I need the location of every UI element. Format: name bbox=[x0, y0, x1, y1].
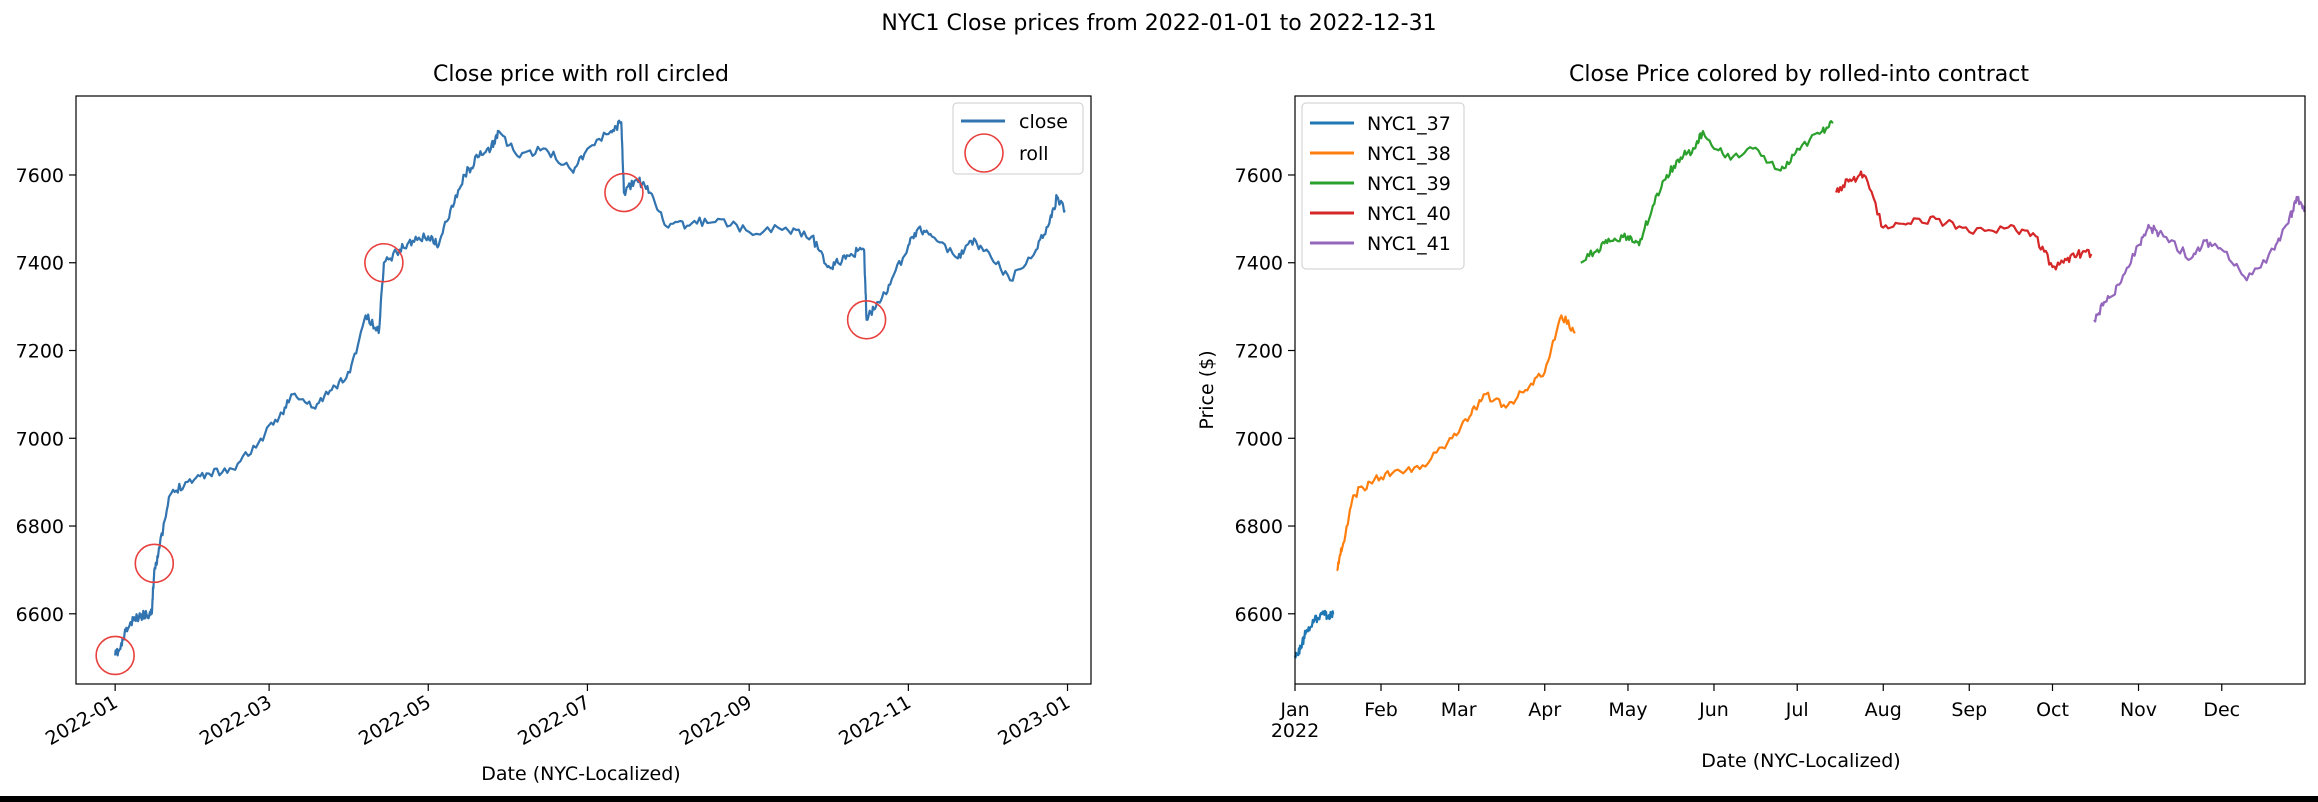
right-x-tick-label: Mar bbox=[1441, 699, 1477, 721]
right-x-axis-label: Date (NYC-Localized) bbox=[1701, 750, 1900, 772]
right-x-tick-label: Jul bbox=[1785, 699, 1809, 721]
right-series-group bbox=[1293, 120, 2306, 659]
right-x-tick-label: Nov bbox=[2120, 699, 2157, 721]
right-y-tick-label: 7000 bbox=[1235, 428, 1283, 450]
right-legend: NYC1_37 NYC1_38 NYC1_39 NYC1_40 NYC1_41 bbox=[1301, 102, 1465, 270]
left-x-tick-label: 2022-09 bbox=[676, 691, 756, 750]
right-y-axis-label: Price ($) bbox=[1196, 350, 1218, 429]
right-x-tick-label: Jun bbox=[1698, 699, 1729, 721]
left-series-close bbox=[114, 119, 1066, 657]
right-y-tick-label: 7200 bbox=[1235, 341, 1283, 363]
left-y-tick-label: 7000 bbox=[16, 428, 64, 450]
right-chart: Close Price colored by rolled-into contr… bbox=[1196, 62, 2306, 772]
left-x-ticks: 2022-01 2022-03 2022-05 2022-07 2022-09 2022-… bbox=[42, 684, 1074, 750]
right-x-tick-label: Sep bbox=[1951, 699, 1987, 721]
left-x-tick-label: 2022-11 bbox=[835, 691, 915, 750]
legend-roll-label: roll bbox=[1019, 143, 1049, 165]
left-x-tick-label: 2022-03 bbox=[196, 691, 276, 750]
left-y-tick-label: 6800 bbox=[16, 516, 64, 538]
figure-suptitle: NYC1 Close prices from 2022-01-01 to 202… bbox=[881, 11, 1436, 36]
roll-marker bbox=[364, 242, 404, 283]
legend-roll-swatch bbox=[964, 133, 1004, 173]
right-legend-box bbox=[1301, 102, 1465, 270]
left-x-tick-label: 2022-01 bbox=[42, 691, 122, 750]
roll-marker bbox=[846, 299, 887, 340]
left-plot-frame bbox=[75, 95, 1092, 685]
roll-marker bbox=[95, 635, 135, 676]
right-x-year-label: 2022 bbox=[1271, 720, 1319, 742]
right-x-tick-label: May bbox=[1608, 699, 1647, 721]
left-y-tick-label: 6600 bbox=[16, 604, 64, 626]
left-chart: Close price with roll circled 2022-01 202… bbox=[16, 62, 1092, 785]
left-legend: close roll bbox=[952, 102, 1084, 175]
legend-label-NYC1_38: NYC1_38 bbox=[1367, 143, 1451, 165]
legend-label-NYC1_41: NYC1_41 bbox=[1367, 233, 1451, 255]
right-x-tick-label: Jan bbox=[1279, 699, 1309, 721]
right-legend-items: NYC1_37 NYC1_38 NYC1_39 NYC1_40 NYC1_41 bbox=[1310, 113, 1451, 255]
right-x-tick-label: Aug bbox=[1865, 699, 1902, 721]
legend-label-NYC1_40: NYC1_40 bbox=[1367, 203, 1451, 225]
left-y-tick-label: 7200 bbox=[16, 341, 64, 363]
left-x-tick-label: 2022-07 bbox=[514, 691, 594, 750]
roll-marker bbox=[604, 172, 644, 213]
right-x-tick-label: Dec bbox=[2203, 699, 2240, 721]
right-y-tick-label: 7600 bbox=[1235, 165, 1283, 187]
right-y-tick-label: 6600 bbox=[1235, 604, 1283, 626]
left-chart-title: Close price with roll circled bbox=[433, 62, 729, 87]
right-x-tick-label: Feb bbox=[1364, 699, 1398, 721]
right-series-NYC1_38 bbox=[1336, 314, 1576, 572]
legend-label-NYC1_39: NYC1_39 bbox=[1367, 173, 1451, 195]
right-series-NYC1_40 bbox=[1835, 170, 2093, 271]
bottom-border bbox=[0, 796, 2318, 802]
right-series-NYC1_41 bbox=[2093, 195, 2306, 323]
left-x-tick-label: 2022-05 bbox=[355, 691, 435, 750]
left-x-axis-label: Date (NYC-Localized) bbox=[481, 763, 680, 785]
right-x-tick-label: Apr bbox=[1528, 699, 1561, 721]
left-x-tick-label: 2023-01 bbox=[994, 691, 1074, 750]
right-x-ticks: Jan Feb Mar Apr May Jun Jul Aug Sep Oct Nov Dec bbox=[1279, 684, 2240, 721]
left-series-group bbox=[114, 119, 1066, 657]
legend-close-label: close bbox=[1019, 111, 1068, 133]
right-x-tick-label: Oct bbox=[2036, 699, 2069, 721]
roll-marker bbox=[134, 543, 175, 584]
legend-label-NYC1_37: NYC1_37 bbox=[1367, 113, 1451, 135]
right-series-NYC1_37 bbox=[1293, 609, 1335, 659]
left-roll-markers bbox=[95, 172, 887, 676]
left-y-ticks: 6600 6800 7000 7200 7400 7600 bbox=[16, 165, 76, 626]
right-y-tick-label: 6800 bbox=[1235, 516, 1283, 538]
right-y-ticks: 6600 6800 7000 7200 7400 7600 bbox=[1235, 165, 1295, 626]
left-y-tick-label: 7400 bbox=[16, 253, 64, 275]
left-y-tick-label: 7600 bbox=[16, 165, 64, 187]
right-chart-title: Close Price colored by rolled-into contr… bbox=[1569, 62, 2029, 87]
right-plot-frame bbox=[1294, 95, 2306, 685]
right-y-tick-label: 7400 bbox=[1235, 253, 1283, 275]
right-series-NYC1_39 bbox=[1580, 120, 1834, 264]
